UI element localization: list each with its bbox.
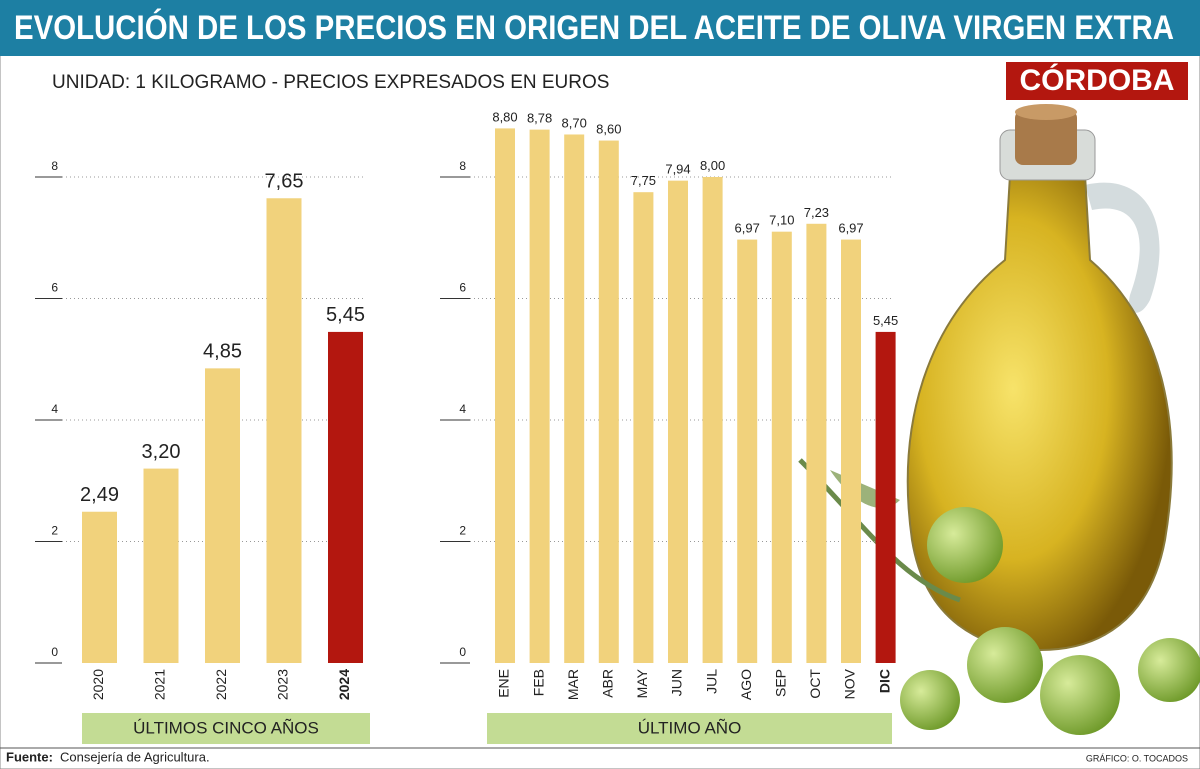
y-tick-label: 0 bbox=[51, 645, 58, 659]
value-label: 4,85 bbox=[203, 341, 242, 363]
bar bbox=[143, 468, 179, 663]
subtitle: UNIDAD: 1 KILOGRAMO - PRECIOS EXPRESADOS… bbox=[52, 72, 609, 93]
title-bar bbox=[0, 0, 1200, 56]
y-tick-label: 0 bbox=[459, 645, 466, 659]
value-label: 6,97 bbox=[735, 221, 760, 236]
y-tick-label: 4 bbox=[51, 402, 58, 416]
x-tick-label: ABR bbox=[600, 669, 616, 698]
value-label: 7,10 bbox=[769, 213, 794, 228]
logo-box bbox=[1006, 62, 1188, 100]
section-box bbox=[487, 713, 892, 744]
x-tick-label: 2023 bbox=[275, 669, 291, 700]
bar bbox=[529, 129, 550, 664]
source: Consejería de Agricultura. bbox=[60, 749, 210, 764]
bar bbox=[205, 368, 240, 663]
value-label: 7,65 bbox=[265, 171, 304, 193]
value-label: 8,00 bbox=[700, 158, 725, 173]
value-label: 8,80 bbox=[492, 109, 517, 124]
x-tick-label: 2024 bbox=[336, 669, 352, 700]
x-tick-label: SEP bbox=[773, 669, 789, 697]
value-label: 3,20 bbox=[142, 441, 181, 463]
x-tick-label: 2022 bbox=[213, 669, 229, 700]
bar bbox=[702, 177, 723, 663]
value-label: 7,75 bbox=[631, 173, 656, 188]
bar bbox=[841, 239, 861, 663]
title: EVOLUCIÓN DE LOS PRECIOS EN ORIGEN DEL A… bbox=[14, 9, 1174, 47]
y-tick-label: 2 bbox=[51, 524, 58, 538]
bar bbox=[806, 223, 827, 663]
bar bbox=[633, 192, 654, 663]
value-label: 6,97 bbox=[838, 221, 863, 236]
value-label: 8,78 bbox=[527, 111, 552, 126]
bar bbox=[495, 128, 515, 663]
bar bbox=[668, 180, 688, 663]
source-label: Fuente: bbox=[6, 749, 53, 764]
y-tick-label: 8 bbox=[51, 159, 58, 173]
x-tick-label: JUN bbox=[669, 669, 685, 696]
bar bbox=[598, 140, 619, 664]
credit: GRÁFICO: O. TOCADOS bbox=[1086, 753, 1188, 763]
section-box bbox=[82, 713, 370, 744]
charts: 0 2 4 6 8 2,49 2020 3,20 2021 4,85 2022 7,65 2023 5,4… bbox=[35, 109, 898, 744]
x-tick-label: MAY bbox=[634, 668, 650, 698]
value-label: 7,94 bbox=[665, 162, 690, 177]
bar bbox=[875, 331, 896, 663]
x-tick-label: JUL bbox=[703, 669, 719, 694]
y-tick-label: 8 bbox=[459, 159, 466, 173]
x-tick-label: AGO bbox=[738, 669, 754, 700]
y-tick-label: 4 bbox=[459, 402, 466, 416]
bar bbox=[737, 239, 758, 663]
bar bbox=[771, 231, 792, 664]
y-tick-label: 6 bbox=[51, 281, 58, 295]
x-tick-label: ENE bbox=[496, 669, 512, 698]
value-label: 7,23 bbox=[804, 205, 829, 220]
y-tick-label: 6 bbox=[459, 281, 466, 295]
y-tick-label: 2 bbox=[459, 524, 466, 538]
bar bbox=[328, 331, 363, 663]
value-label: 8,60 bbox=[596, 122, 621, 137]
logo: CÓRDOBA bbox=[1020, 63, 1175, 97]
x-tick-label: OCT bbox=[807, 669, 823, 699]
value-label: 5,45 bbox=[873, 313, 898, 328]
value-label: 2,49 bbox=[80, 484, 119, 506]
x-tick-label: 2021 bbox=[152, 669, 168, 700]
x-tick-label: MAR bbox=[565, 669, 581, 700]
section-label: ÚLTIMO AÑO bbox=[638, 718, 742, 737]
bottle-illustration bbox=[798, 104, 1200, 735]
section-label: ÚLTIMOS CINCO AÑOS bbox=[133, 718, 319, 737]
bar bbox=[564, 134, 585, 664]
bar bbox=[266, 198, 302, 663]
value-label: 5,45 bbox=[326, 304, 365, 326]
x-tick-label: FEB bbox=[530, 669, 546, 696]
bar bbox=[82, 511, 117, 663]
x-tick-label: NOV bbox=[842, 668, 858, 699]
x-tick-label: DIC bbox=[876, 669, 892, 693]
value-label: 8,70 bbox=[562, 116, 587, 131]
x-tick-label: 2020 bbox=[90, 669, 106, 700]
